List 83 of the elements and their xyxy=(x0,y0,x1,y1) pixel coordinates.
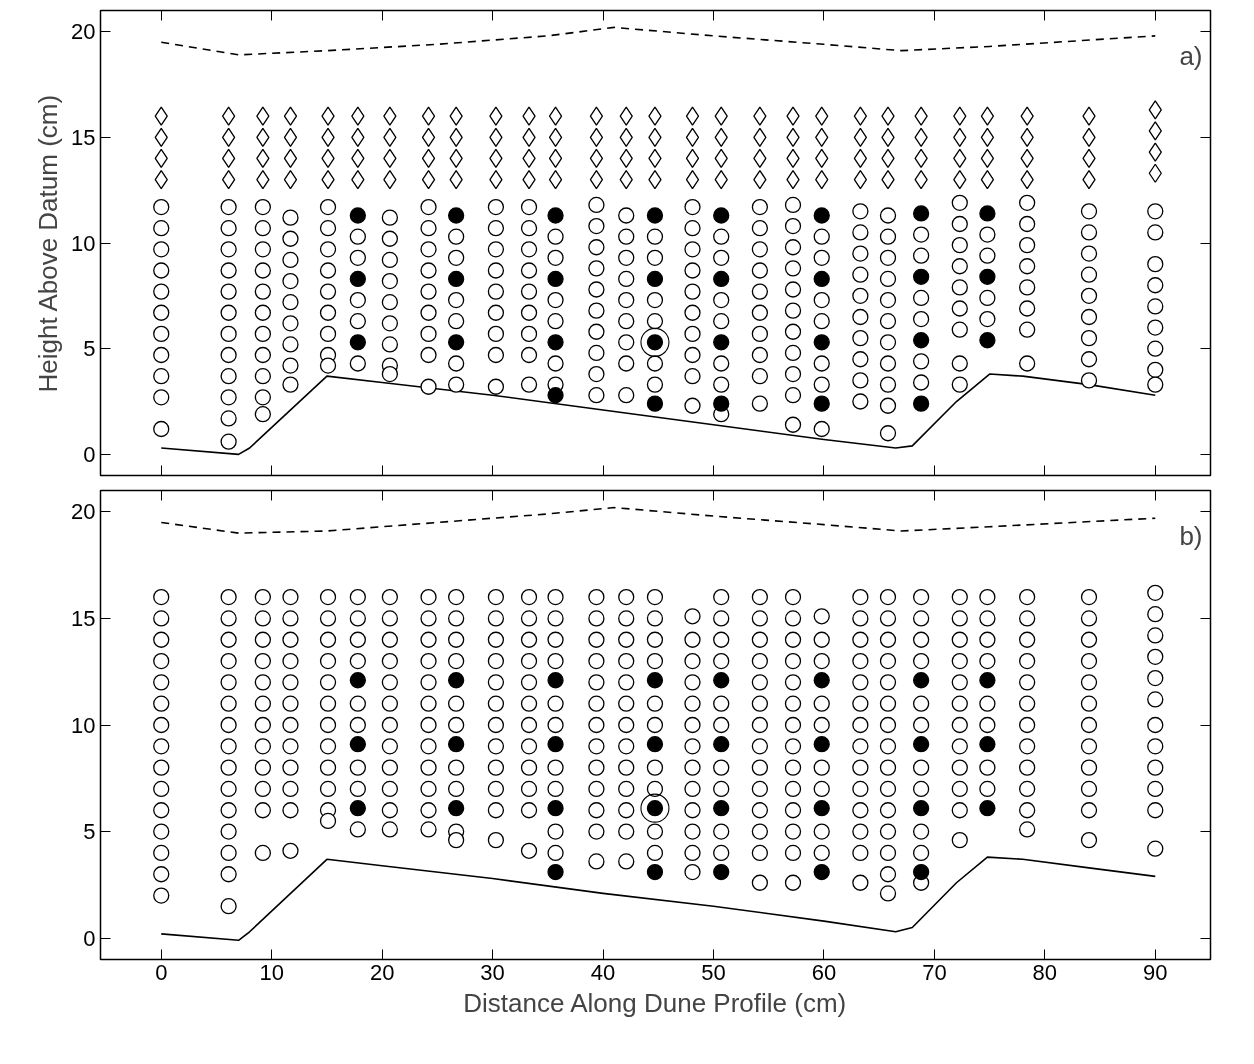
point xyxy=(979,672,996,689)
point xyxy=(646,736,664,753)
x-tick-label: 40 xyxy=(590,959,616,985)
point xyxy=(912,800,930,817)
point xyxy=(713,395,730,412)
point xyxy=(646,207,664,224)
point xyxy=(547,672,564,689)
point xyxy=(547,800,564,817)
point xyxy=(447,270,465,288)
y-tick-label: 15 xyxy=(71,605,96,631)
y-tick-label: 20 xyxy=(71,19,96,45)
point xyxy=(813,395,830,412)
point xyxy=(646,395,664,412)
point xyxy=(447,672,465,689)
point xyxy=(813,800,830,817)
point xyxy=(713,863,730,881)
y-axis-title: Height Above Datum (cm) xyxy=(33,94,64,393)
y-tick-label: 10 xyxy=(71,230,96,256)
point xyxy=(813,736,830,753)
point xyxy=(713,800,730,817)
point xyxy=(912,672,930,689)
x-tick-label: 0 xyxy=(155,959,168,985)
point xyxy=(447,800,465,817)
point xyxy=(349,207,366,224)
point xyxy=(979,268,996,285)
y-tick-label: 0 xyxy=(83,925,96,951)
x-tick-label: 80 xyxy=(1032,959,1058,985)
point xyxy=(547,863,564,881)
point xyxy=(349,270,366,288)
point xyxy=(813,672,830,689)
point xyxy=(547,334,564,351)
y-tick-label: 15 xyxy=(71,124,96,150)
x-tick-label: 30 xyxy=(480,959,505,985)
x-tick-label: 90 xyxy=(1143,959,1168,985)
point xyxy=(713,736,730,753)
y-tick-label: 20 xyxy=(71,499,96,525)
y-tick-label: 10 xyxy=(71,712,96,738)
point xyxy=(349,800,366,817)
point xyxy=(349,672,366,689)
x-tick-label: 70 xyxy=(922,959,947,985)
point xyxy=(912,863,930,881)
x-axis-title: Distance Along Dune Profile (cm) xyxy=(463,987,847,1018)
y-tick-label: 5 xyxy=(83,819,96,845)
point xyxy=(713,207,730,224)
point xyxy=(713,334,730,351)
point xyxy=(912,395,930,412)
point xyxy=(813,207,830,224)
point xyxy=(646,863,664,881)
point xyxy=(813,863,830,881)
point xyxy=(547,387,564,404)
y-tick-label: 0 xyxy=(83,441,96,467)
point xyxy=(447,207,465,224)
point xyxy=(912,332,930,349)
line-series xyxy=(160,506,1157,534)
x-tick-label: 50 xyxy=(701,959,726,985)
y-tick-label: 5 xyxy=(83,336,96,362)
point xyxy=(813,270,830,288)
annotation: a) xyxy=(1179,40,1203,71)
point xyxy=(547,207,564,224)
point xyxy=(646,270,664,288)
point xyxy=(813,334,830,351)
x-tick-label: 60 xyxy=(811,959,837,985)
point xyxy=(979,736,996,753)
point xyxy=(447,334,465,351)
point xyxy=(547,736,564,753)
point xyxy=(912,205,930,222)
x-tick-label: 10 xyxy=(259,959,284,985)
point xyxy=(349,334,366,351)
point xyxy=(979,800,996,817)
point xyxy=(349,736,366,753)
line-series xyxy=(160,856,1157,942)
x-tick-label: 20 xyxy=(369,959,395,985)
line-series xyxy=(160,26,1157,56)
point xyxy=(447,736,465,753)
point xyxy=(646,672,664,689)
point xyxy=(912,268,930,285)
point xyxy=(979,205,996,222)
point xyxy=(979,332,996,349)
point xyxy=(713,270,730,288)
annotation: b) xyxy=(1179,520,1203,551)
point xyxy=(713,672,730,689)
point xyxy=(547,270,564,288)
point xyxy=(912,736,930,753)
